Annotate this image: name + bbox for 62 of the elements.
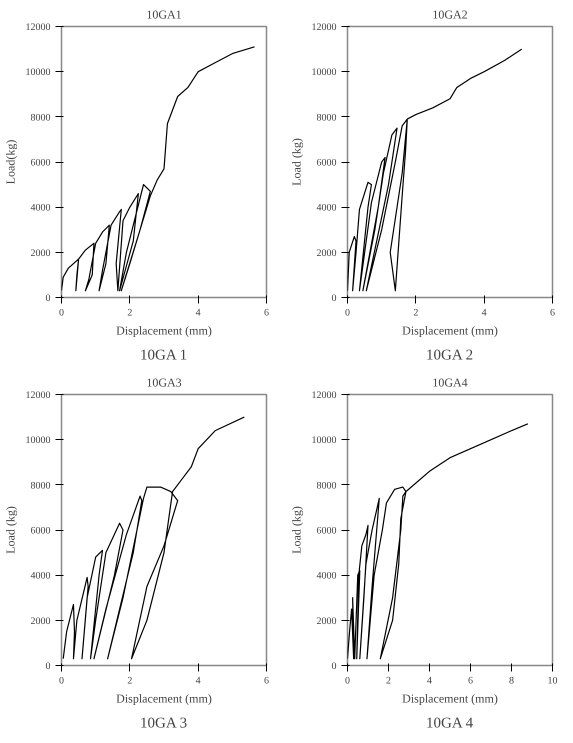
x-tick-label: 4 [196,676,201,686]
x-tick-label: 0 [345,676,350,686]
x-tick-label: 4 [482,308,487,318]
y-tick-label: 0 [332,293,336,304]
y-tick-label: 10000 [26,435,50,446]
x-tick-label: 6 [468,676,473,686]
x-axis-title: Displacement (mm) [402,692,498,706]
x-tick-label: 4 [196,308,201,318]
chart-title: 10GA4 [432,376,468,390]
x-tick-label: 8 [509,676,514,686]
x-tick-label: 6 [550,308,555,318]
y-tick-label: 10000 [26,67,50,78]
chart-title: 10GA1 [146,8,182,22]
y-tick-label: 2000 [316,616,336,627]
y-tick-label: 12000 [26,22,50,33]
y-tick-label: 4000 [316,202,336,214]
y-tick-label: 4000 [30,202,50,214]
y-tick-label: 6000 [30,526,50,536]
y-tick-label: 2000 [30,616,50,627]
y-tick-label: 6000 [316,526,336,536]
y-tick-label: 8000 [30,112,50,124]
y-tick-label: 0 [332,661,336,672]
y-tick-label: 6000 [30,158,50,168]
text: 10GA 3 [140,716,188,732]
y-tick-label: 12000 [312,22,336,33]
y-tick-label: 10000 [312,435,336,446]
chart-title: 10GA2 [432,8,468,22]
y-tick-label: 10000 [312,67,336,78]
x-axis-title: Displacement (mm) [116,692,212,706]
y-tick-label: 12000 [26,390,50,401]
x-tick-label: 6 [264,308,269,318]
y-axis-title: Load (kg) [290,506,304,554]
x-tick-label: 0 [59,676,64,686]
y-axis-title: Load(kg) [4,140,18,184]
y-tick-label: 6000 [316,158,336,168]
x-axis-title: Displacement (mm) [402,324,498,338]
x-tick-label: 2 [127,308,132,318]
y-tick-label: 8000 [316,112,336,124]
x-tick-label: 0 [59,308,64,318]
chart-title: 10GA3 [146,376,182,390]
x-tick-label: 2 [413,308,418,318]
y-axis-title: Load (kg) [4,506,18,554]
y-tick-label: 8000 [30,480,50,492]
text: 10GA 4 [426,716,474,732]
text: 10GA 1 [140,348,188,364]
y-tick-label: 4000 [316,570,336,582]
x-tick-label: 2 [127,676,132,686]
y-tick-label: 8000 [316,480,336,492]
x-tick-label: 4 [427,676,432,686]
y-tick-label: 4000 [30,570,50,582]
y-tick-label: 0 [46,293,50,304]
y-tick-label: 12000 [312,390,336,401]
x-tick-label: 2 [386,676,391,686]
y-axis-title: Load (kg) [290,138,304,186]
x-tick-label: 10 [548,676,558,686]
x-axis-title: Displacement (mm) [116,324,212,338]
y-tick-label: 0 [46,661,50,672]
y-tick-label: 2000 [30,248,50,259]
y-tick-label: 2000 [316,248,336,259]
text: 10GA 2 [426,348,474,364]
x-tick-label: 0 [345,308,350,318]
x-tick-label: 6 [264,676,269,686]
